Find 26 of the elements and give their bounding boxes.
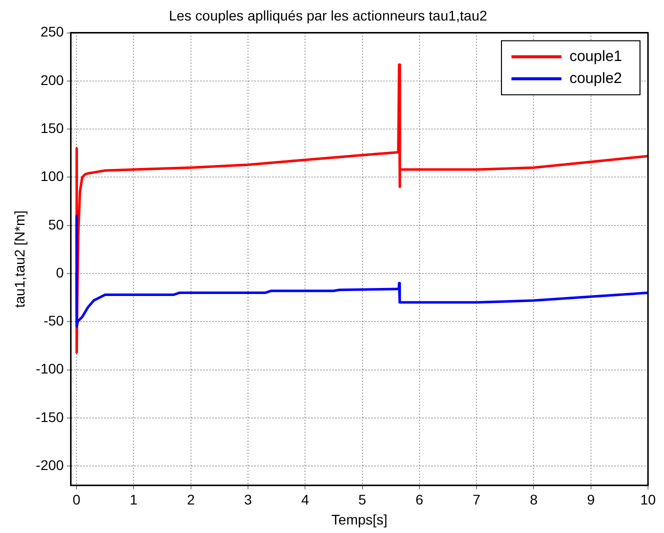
x-tick-label: 0	[72, 492, 81, 508]
y-tick-label: -50	[44, 312, 64, 329]
x-tick-label: 7	[472, 492, 481, 508]
x-tick-label: 10	[640, 492, 656, 508]
x-axis-title: Temps[s]	[331, 511, 388, 528]
x-tick-label: 2	[186, 492, 195, 508]
y-tick-label: 0	[56, 264, 64, 280]
y-tick-label: -100	[36, 360, 64, 377]
legend-label: couple1	[569, 48, 622, 65]
y-tick-label: 50	[48, 216, 64, 232]
x-tick-label: 8	[530, 492, 538, 508]
y-tick-label: 100	[40, 168, 64, 184]
y-tick-label: 250	[40, 24, 64, 40]
y-tick-label: 150	[40, 120, 64, 136]
x-tick-label: 6	[416, 492, 424, 508]
y-tick-label: -200	[36, 457, 64, 473]
legend-label: couple2	[569, 70, 622, 87]
y-tick-label: 200	[40, 72, 64, 88]
x-tick-label: 5	[358, 492, 366, 508]
x-tick-label: 9	[586, 492, 595, 508]
chart-title: Les couples aplliqués par les actionneurs tau1,tau2	[168, 7, 488, 24]
x-tick-label: 3	[244, 492, 252, 508]
y-tick-label: -150	[36, 408, 64, 425]
y-axis-title: tau1,tau2 [N*m]	[11, 210, 28, 308]
x-tick-label: 4	[301, 492, 310, 508]
x-tick-label: 1	[130, 492, 138, 508]
